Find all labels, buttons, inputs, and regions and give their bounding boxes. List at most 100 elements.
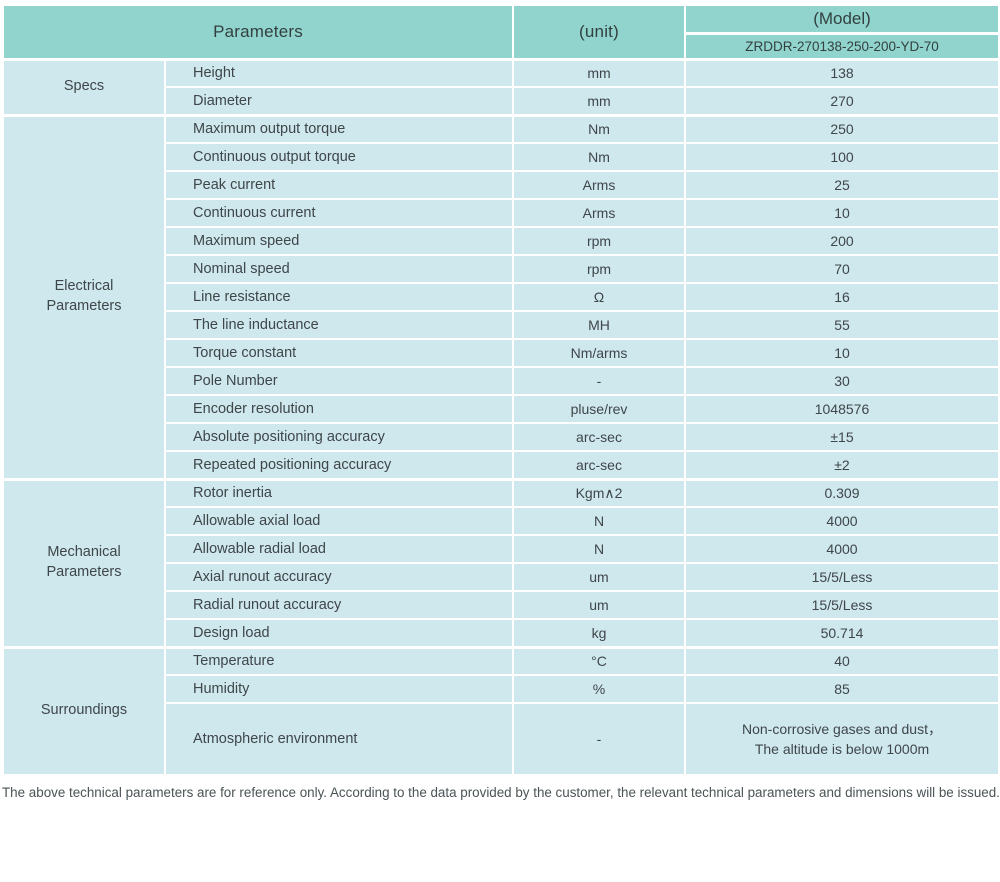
param-value-cell: 15/5/Less [684,590,1000,620]
table-row: Allowable axial load N 4000 [3,506,1000,536]
param-unit-cell: Kgm∧2 [512,477,686,508]
table-row: Peak current Arms 25 [3,170,1000,200]
unit-header: (unit) [512,4,686,61]
table-row: Radial runout accuracy um 15/5/Less [3,590,1000,620]
param-value-cell: 15/5/Less [684,562,1000,592]
param-name-cell: Radial runout accuracy [164,590,514,620]
param-name-cell: Repeated positioning accuracy [164,450,514,480]
table-row: Line resistance Ω 16 [3,282,1000,312]
param-value-cell: 1048576 [684,394,1000,424]
param-unit-cell: - [512,366,686,396]
param-name-cell: Line resistance [164,282,514,312]
table-row: Maximum speed rpm 200 [3,226,1000,256]
param-value-cell: Non-corrosive gases and dust， The altitu… [684,702,1000,776]
param-value-cell: 250 [684,113,1000,144]
param-unit-cell: % [512,674,686,704]
param-unit-cell: arc-sec [512,422,686,452]
table-row: Atmospheric environment - Non-corrosive … [3,702,1000,776]
param-value-cell: 40 [684,645,1000,676]
param-value-cell: 4000 [684,506,1000,536]
param-value-cell: ±15 [684,422,1000,452]
param-value-cell: 16 [684,282,1000,312]
table-row: The line inductance MH 55 [3,310,1000,340]
param-name-cell: Nominal speed [164,254,514,284]
param-unit-cell: Nm/arms [512,338,686,368]
param-value-cell: 55 [684,310,1000,340]
param-value-cell: 50.714 [684,618,1000,648]
parameters-table: Parameters (unit) (Model) ZRDDR-270138-2… [2,4,1000,776]
spec-sheet: Parameters (unit) (Model) ZRDDR-270138-2… [2,4,1000,800]
param-unit-cell: Nm [512,142,686,172]
param-unit-cell: rpm [512,226,686,256]
param-name-cell: Peak current [164,170,514,200]
table-row: Nominal speed rpm 70 [3,254,1000,284]
param-name-cell: Allowable axial load [164,506,514,536]
param-value-cell: 138 [684,57,1000,88]
param-unit-cell: rpm [512,254,686,284]
param-unit-cell: kg [512,618,686,648]
param-name-cell: Design load [164,618,514,648]
param-unit-cell: Nm [512,113,686,144]
param-value-cell: 270 [684,86,1000,116]
param-value-cell: 200 [684,226,1000,256]
param-value-cell: 10 [684,338,1000,368]
table-row: Axial runout accuracy um 15/5/Less [3,562,1000,592]
param-name-cell: Temperature [164,645,514,676]
param-name-cell: Axial runout accuracy [164,562,514,592]
param-name-cell: Absolute positioning accuracy [164,422,514,452]
param-unit-cell: - [512,702,686,776]
table-row: Specs Height mm 138 [2,57,1000,116]
table-row: Continuous current Arms 10 [3,198,1000,228]
param-unit-cell: Arms [512,170,686,200]
table-row: Continuous output torque Nm 100 [3,142,1000,172]
parameters-header: Parameters [2,4,514,61]
param-name-cell: Maximum output torque [164,113,514,144]
table-row: Design load kg 50.714 [3,618,1000,648]
param-unit-cell: um [512,590,686,620]
param-name-cell: Allowable radial load [164,534,514,564]
table-row: Humidity % 85 [3,674,1000,704]
param-name-cell: Torque constant [164,338,514,368]
param-unit-cell: mm [512,86,686,116]
table-row: Diameter mm 270 [3,86,1000,116]
param-value-cell: 100 [684,142,1000,172]
group-label-mechanical: Mechanical Parameters [2,477,166,648]
param-name-cell: Atmospheric environment [164,702,514,776]
table-row: Surroundings Temperature °C 40 [2,645,1000,776]
param-unit-cell: mm [512,57,686,88]
param-name-cell: The line inductance [164,310,514,340]
table-row: Torque constant Nm/arms 10 [3,338,1000,368]
param-value-cell: 10 [684,198,1000,228]
model-number: ZRDDR-270138-250-200-YD-70 [684,32,1000,61]
param-value-cell: 85 [684,674,1000,704]
param-unit-cell: arc-sec [512,450,686,480]
param-unit-cell: Arms [512,198,686,228]
param-name-cell: Continuous current [164,198,514,228]
param-name-cell: Height [164,57,514,88]
param-name-cell: Encoder resolution [164,394,514,424]
param-unit-cell: MH [512,310,686,340]
param-value-cell: 4000 [684,534,1000,564]
param-name-cell: Continuous output torque [164,142,514,172]
table-row: Mechanical Parameters Rotor inertia Kgm∧… [2,477,1000,648]
table-row: Allowable radial load N 4000 [3,534,1000,564]
param-name-cell: Pole Number [164,366,514,396]
param-unit-cell: N [512,506,686,536]
param-unit-cell: um [512,562,686,592]
model-header: (Model) [684,4,1000,35]
param-unit-cell: °C [512,645,686,676]
table-row: Encoder resolution pluse/rev 1048576 [3,394,1000,424]
param-name-cell: Diameter [164,86,514,116]
param-value-cell: 30 [684,366,1000,396]
param-value-cell: ±2 [684,450,1000,480]
param-unit-cell: pluse/rev [512,394,686,424]
table-row: Pole Number - 30 [3,366,1000,396]
table-row: Absolute positioning accuracy arc-sec ±1… [3,422,1000,452]
group-label-surroundings: Surroundings [2,645,166,776]
group-label-specs: Specs [2,57,166,116]
param-name-cell: Humidity [164,674,514,704]
param-value-cell: 0.309 [684,477,1000,508]
param-name-cell: Rotor inertia [164,477,514,508]
param-unit-cell: N [512,534,686,564]
param-value-cell: 70 [684,254,1000,284]
